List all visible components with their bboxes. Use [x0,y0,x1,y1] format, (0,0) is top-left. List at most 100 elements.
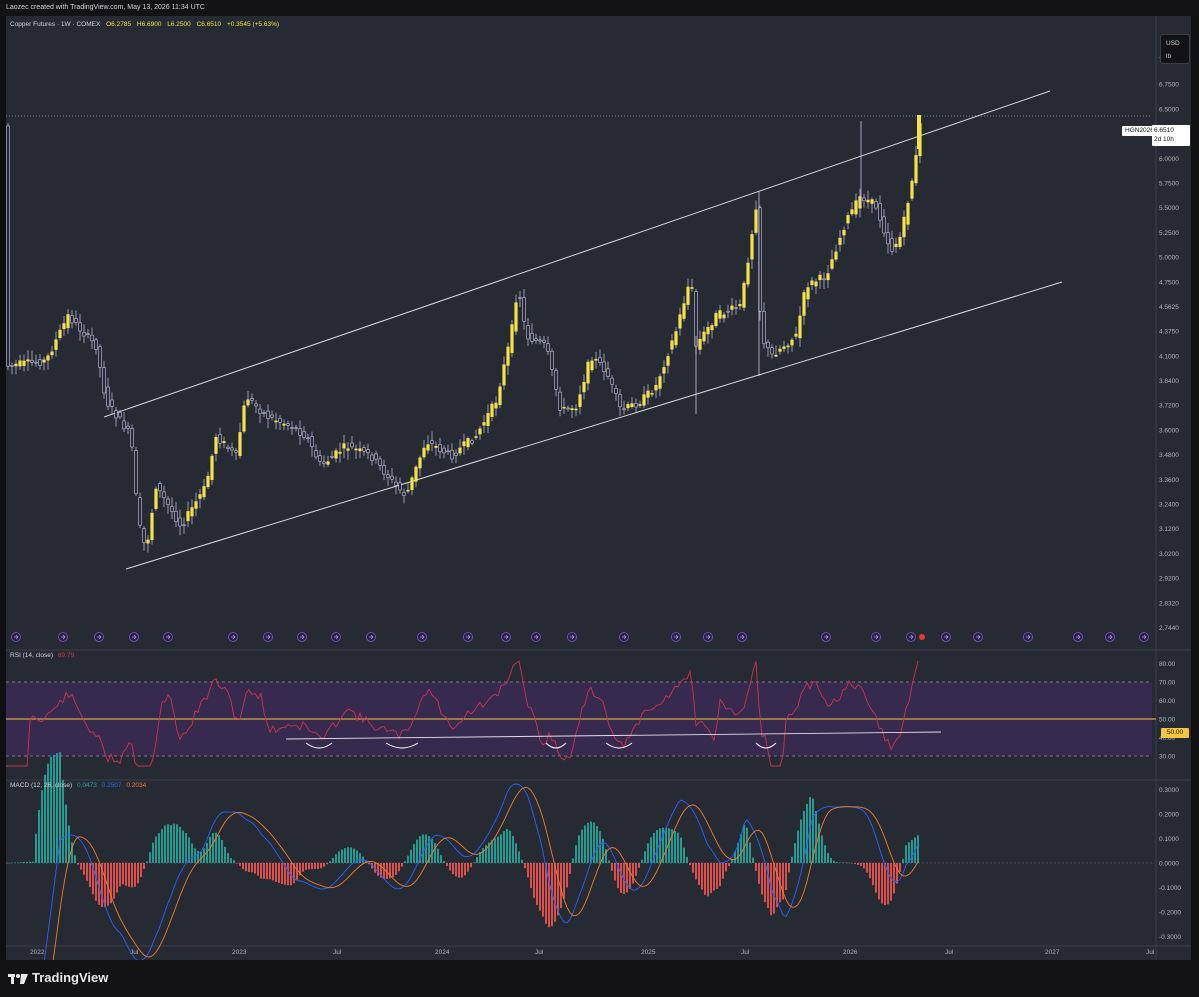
arrow-icon [622,634,627,640]
macd-histogram-bar [209,836,211,863]
macd-histogram-bar [503,830,505,863]
macd-histogram-bar [56,753,58,863]
macd-line [43,783,919,960]
macd-histogram-bar [911,840,913,863]
symbol-legend[interactable]: Copper Futures · 1W · COMEX O6.2785 H6.6… [10,21,279,28]
rsi-axis-label: 60.00 [1159,698,1176,705]
tradingview-logo[interactable]: TradingView [8,970,108,985]
candle-body [114,410,118,419]
macd-histogram-bar [662,827,664,863]
candle-body [886,232,890,245]
arrow-icon [266,634,271,640]
macd-histogram-bar [437,848,439,863]
price-axis-label: 6.0000 [1159,156,1179,163]
time-axis-label: Jul [130,949,139,956]
macd-histogram-bar [521,859,523,863]
macd-histogram-bar [134,863,136,887]
macd-histogram-bar [494,838,496,863]
macd-histogram-bar [44,774,46,863]
macd-histogram-bar [791,856,793,863]
candle-body [446,450,450,453]
macd-histogram-bar [140,863,142,878]
candle-body [278,417,282,423]
candle-body [234,450,238,453]
candle-body [262,412,266,414]
macd-histogram-bar [740,834,742,863]
macd-histogram-bar [566,863,568,888]
macd-histogram-bar [68,825,70,863]
macd-histogram-bar [296,863,298,880]
price-axis-label: 4.1000 [1159,353,1179,360]
macd-histogram-bar [560,863,562,909]
candle-body [42,359,46,363]
candle-body [478,428,482,435]
currency-label: USD [1166,40,1180,47]
time-axis-label: Jul [535,949,544,956]
macd-histogram-bar [674,830,676,863]
candle-body [274,420,278,423]
macd-histogram-bar [353,848,355,863]
price-axis-label: 4.5625 [1159,304,1179,311]
candle-body [690,287,694,289]
candle-body [646,390,650,398]
macd-histogram-bar [263,863,265,879]
macd-histogram-bar [272,863,274,881]
candle-body [214,436,218,454]
chart-canvas[interactable]: 7.00006.75006.50006.25006.00005.75005.50… [6,16,1191,960]
candle-body [106,386,110,407]
macd-histogram-bar [242,863,244,870]
chart-area[interactable]: 7.00006.75006.50006.25006.00005.75005.50… [6,16,1191,960]
candle-body [546,343,550,352]
macd-histogram-bar [380,863,382,878]
macd-histogram-bar [656,829,658,863]
candle-body [590,360,594,371]
macd-histogram-bar [284,863,286,885]
candle-body [78,322,82,332]
macd-histogram-bar [338,851,340,863]
macd-histogram-bar [824,845,826,863]
candle-body [22,360,26,366]
candle-body [898,236,902,247]
arrow-icon [534,634,539,640]
macd-histogram-bar [821,835,823,863]
candle-body [706,326,710,335]
macd-histogram-bar [188,837,190,863]
candle-body [146,539,150,544]
candle-body [126,425,130,429]
price-axis-label: 3.8400 [1159,378,1179,385]
macd-histogram-bar [749,842,751,863]
ticker-tag: HGN2026 [1122,126,1157,136]
open-value: O6.2785 [106,21,132,28]
macd-axis-label: -0.1000 [1159,885,1181,892]
symbol-name[interactable]: Copper Futures · 1W · COMEX [10,21,101,28]
macd-histogram-bar [287,863,289,886]
macd-histogram-bar [785,863,787,891]
macd-histogram-bar [305,863,307,870]
macd-histogram-bar [872,863,874,886]
macd-histogram-bar [347,847,349,863]
macd-histogram-bar [125,863,127,886]
macd-histogram-bar [725,863,727,872]
low-value: L6.2500 [167,21,191,28]
macd-legend[interactable]: MACD (12, 26, close) 0.0473 0.2507 0.203… [10,782,146,789]
rsi-legend[interactable]: RSI (14, close) 69.79 [10,652,74,659]
candle-body [514,302,518,332]
candle-body [386,474,390,479]
macd-histogram-bar [368,863,370,865]
macd-hist-value: 0.0473 [76,782,97,789]
macd-histogram-bar [875,863,877,893]
candle-body [6,125,10,367]
candle-body [438,444,442,453]
macd-histogram-bar [434,842,436,863]
currency-unit-button[interactable]: USD lb [1160,34,1190,64]
macd-histogram-bar [542,863,544,917]
macd-histogram-bar [377,863,379,876]
macd-histogram-bar [458,863,460,878]
candle-body [526,325,530,340]
candle-body [290,427,294,429]
macd-histogram-bar [50,757,52,863]
candle-body [390,475,394,480]
macd-histogram-bar [248,863,250,872]
macd-histogram-bar [644,851,646,863]
candle-body [914,155,918,184]
